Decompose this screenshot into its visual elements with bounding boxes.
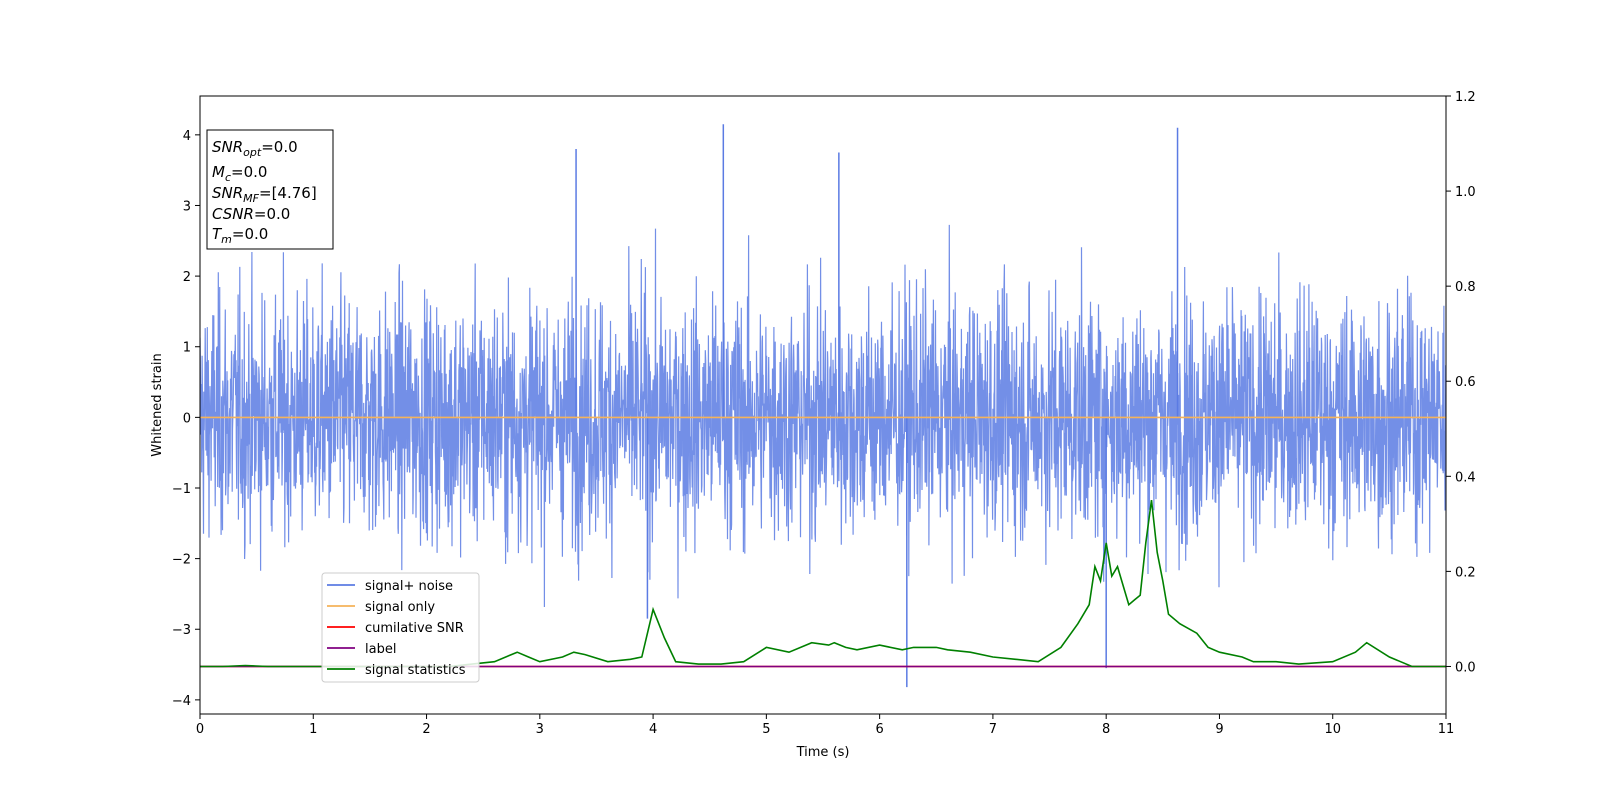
x-tick-label: 5: [762, 722, 770, 737]
y-axis-label: Whitened strain: [150, 353, 165, 456]
y-tick-label: −2: [172, 553, 191, 568]
x-tick-label: 7: [989, 722, 997, 737]
y2-tick-label: 0.2: [1455, 565, 1476, 580]
x-tick-label: 9: [1215, 722, 1223, 737]
x-tick-label: 6: [875, 722, 883, 737]
legend-label: label: [365, 642, 396, 657]
legend-label: signal statistics: [365, 663, 466, 678]
x-tick-label: 10: [1324, 722, 1341, 737]
info-tm: Tm=0.0: [212, 225, 268, 246]
x-axis: 0 1 2 3 4 5 6 7 8 9 10 11: [196, 714, 1454, 737]
legend-label: signal+ noise: [365, 579, 453, 594]
info-mc-value: =0.0: [231, 163, 267, 181]
y2-tick-label: 0.0: [1455, 660, 1476, 675]
y-tick-label: 0: [183, 411, 191, 426]
legend-label: signal only: [365, 600, 435, 615]
signal-noise-series: [200, 124, 1446, 688]
y-axis-left: −4 −3 −2 −1 0 1 2 3 4: [172, 129, 200, 709]
x-tick-label: 0: [196, 722, 204, 737]
x-tick-label: 3: [536, 722, 544, 737]
x-tick-label: 11: [1438, 722, 1455, 737]
info-csnr: CSNR=0.0: [212, 205, 290, 223]
y-axis-right: 0.0 0.2 0.4 0.6 0.8 1.0 1.2: [1446, 90, 1476, 675]
x-tick-label: 8: [1102, 722, 1110, 737]
legend-frame: [321, 572, 480, 683]
info-snr-opt: SNRopt=0.0: [212, 138, 298, 159]
signal-noise-line: [200, 224, 1446, 608]
legend-label: cumilative SNR: [365, 621, 464, 636]
info-mc: Mc=0.0: [212, 163, 267, 184]
y-tick-label: 1: [183, 341, 191, 356]
info-tm-value: =0.0: [232, 225, 268, 243]
y2-tick-label: 0.8: [1455, 280, 1476, 295]
plot-frame: [199, 95, 1447, 715]
x-tick-label: 4: [649, 722, 657, 737]
x-tick-label: 1: [309, 722, 317, 737]
y2-tick-label: 0.4: [1455, 470, 1476, 485]
legend: signal+ noise signal only cumilative SNR la…: [321, 572, 480, 683]
y2-tick-label: 1.0: [1455, 185, 1476, 200]
info-box-frame: [206, 129, 334, 250]
y-tick-label: 3: [183, 199, 191, 214]
y-tick-label: −4: [172, 694, 191, 709]
y-tick-label: 2: [183, 270, 191, 285]
y2-tick-label: 1.2: [1455, 90, 1476, 105]
y-tick-label: −1: [172, 482, 191, 497]
x-axis-label: Time (s): [796, 745, 850, 760]
info-snr-mf-value: =[4.76]: [259, 184, 317, 202]
info-snr-opt-value: =0.0: [261, 138, 297, 156]
info-snr-mf: SNRMF=[4.76]: [212, 184, 317, 205]
info-box: SNRopt=0.0 Mc=0.0 SNRMF=[4.76] CSNR=0.0 …: [206, 129, 334, 250]
x-tick-label: 2: [422, 722, 430, 737]
y-tick-label: 4: [183, 129, 191, 144]
info-csnr-value: =0.0: [254, 205, 290, 223]
y2-tick-label: 0.6: [1455, 375, 1476, 390]
y-tick-label: −3: [172, 623, 191, 638]
